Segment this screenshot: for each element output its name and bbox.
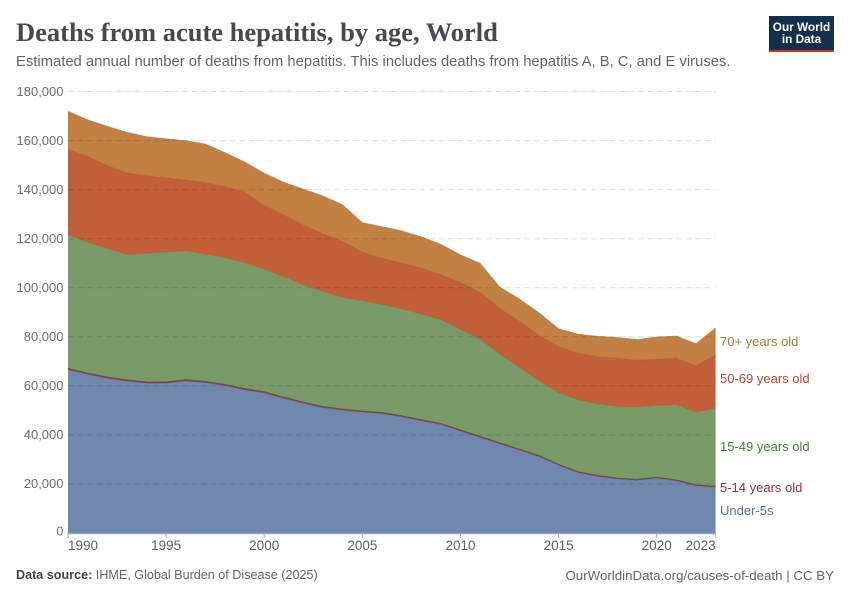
svg-text:120,000: 120,000 <box>17 231 64 246</box>
svg-text:20,000: 20,000 <box>24 476 64 491</box>
svg-text:1995: 1995 <box>151 538 181 553</box>
svg-text:50-69 years old: 50-69 years old <box>720 371 810 386</box>
svg-text:80,000: 80,000 <box>24 329 64 344</box>
svg-text:70+ years old: 70+ years old <box>720 334 798 349</box>
svg-text:2015: 2015 <box>544 538 574 553</box>
svg-text:5-14 years old: 5-14 years old <box>720 480 802 495</box>
svg-text:2023: 2023 <box>686 538 716 553</box>
svg-text:15-49 years old: 15-49 years old <box>720 439 810 454</box>
svg-text:Under-5s: Under-5s <box>720 503 774 518</box>
svg-text:100,000: 100,000 <box>17 280 64 295</box>
svg-text:160,000: 160,000 <box>17 133 64 148</box>
svg-text:40,000: 40,000 <box>24 427 64 442</box>
svg-text:2005: 2005 <box>347 538 377 553</box>
svg-text:2000: 2000 <box>249 538 279 553</box>
svg-text:0: 0 <box>56 524 63 539</box>
svg-text:140,000: 140,000 <box>17 182 64 197</box>
svg-text:60,000: 60,000 <box>24 378 64 393</box>
svg-text:1990: 1990 <box>68 538 98 553</box>
svg-text:180,000: 180,000 <box>17 84 64 99</box>
svg-text:2020: 2020 <box>642 538 672 553</box>
svg-text:2010: 2010 <box>445 538 475 553</box>
